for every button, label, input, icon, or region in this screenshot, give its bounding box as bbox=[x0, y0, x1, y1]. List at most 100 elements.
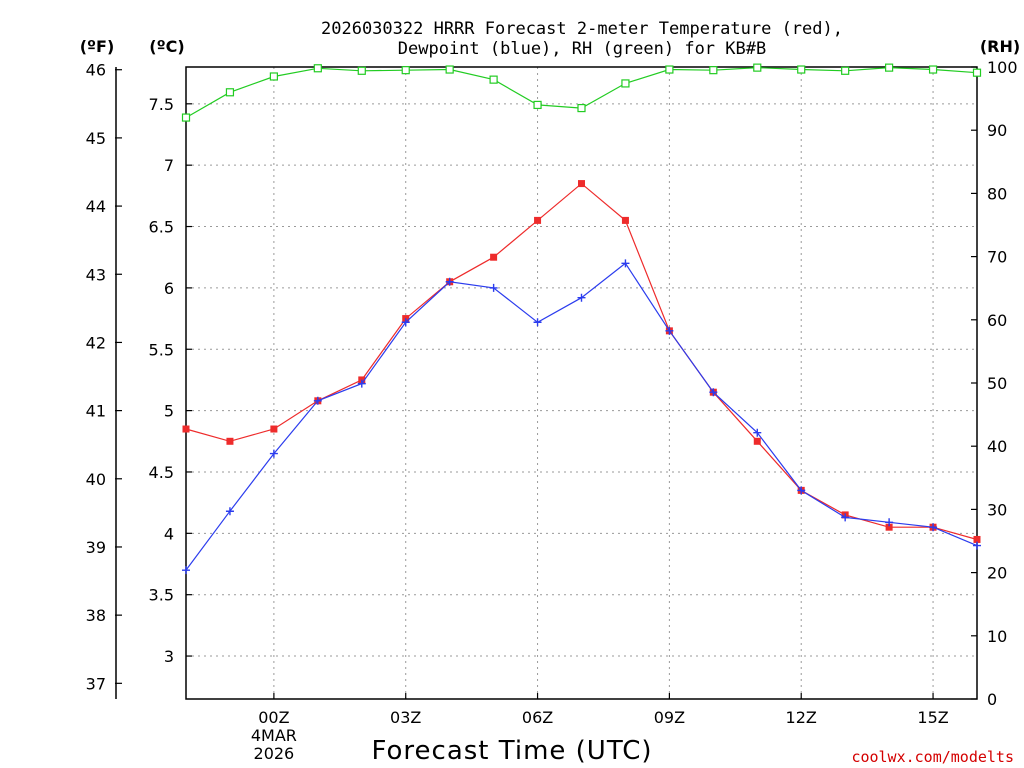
dewpoint-point-9 bbox=[665, 326, 674, 335]
dewpoint-point-6 bbox=[533, 318, 542, 327]
dewpoint-point-14 bbox=[885, 518, 894, 527]
f-tick-label-40: 40 bbox=[86, 470, 106, 489]
source-credit: coolwx.com/modelts bbox=[851, 748, 1014, 766]
f-tick-label-37: 37 bbox=[86, 674, 106, 693]
series-rh bbox=[181, 63, 982, 122]
dewpoint-point-0 bbox=[269, 449, 278, 458]
x-tick-label-09Z: 09Z bbox=[654, 708, 685, 727]
rh-tick-label-20: 20 bbox=[987, 564, 1007, 583]
temperature-point-14 bbox=[885, 523, 893, 531]
grid-lines bbox=[186, 67, 977, 699]
dewpoint-point-2 bbox=[357, 379, 366, 388]
data-series bbox=[181, 63, 982, 575]
dewpoint-point-12 bbox=[797, 486, 806, 495]
temperature-line bbox=[185, 182, 978, 541]
rh-tick-label-10: 10 bbox=[987, 627, 1007, 646]
chart-title-line-2: Dewpoint (blue), RH (green) for KB#B bbox=[398, 39, 766, 59]
rh-tick-label-30: 30 bbox=[987, 500, 1007, 519]
rh-tick-label-100: 100 bbox=[987, 58, 1018, 77]
dewpoint-point-7 bbox=[577, 293, 586, 302]
celsius-axis-label: (ºC) bbox=[149, 37, 184, 56]
rh-tick-label-60: 60 bbox=[987, 311, 1007, 330]
dewpoint-point-8 bbox=[621, 259, 630, 268]
c-tick-label-6.5: 6.5 bbox=[149, 218, 174, 237]
rh-point-1 bbox=[313, 64, 322, 73]
rh-point-2 bbox=[357, 66, 366, 75]
rh-point-6 bbox=[533, 100, 542, 110]
rh-tick-label-90: 90 bbox=[987, 121, 1007, 140]
dewpoint-point--2 bbox=[182, 566, 190, 575]
rh-tick-label-0: 0 bbox=[987, 690, 997, 709]
f-tick-label-38: 38 bbox=[86, 606, 106, 625]
c-tick-label-7: 7 bbox=[164, 156, 174, 175]
x-tick-label-12Z: 12Z bbox=[786, 708, 817, 727]
dewpoint-point-3 bbox=[401, 318, 410, 327]
c-tick-label-3.5: 3.5 bbox=[149, 586, 174, 605]
f-tick-label-41: 41 bbox=[86, 402, 106, 421]
dewpoint-point-13 bbox=[841, 513, 850, 522]
rh-point--2 bbox=[181, 113, 191, 122]
rh-point-7 bbox=[577, 103, 586, 113]
rh-tick-label-40: 40 bbox=[987, 437, 1007, 456]
f-tick-label-44: 44 bbox=[86, 197, 106, 216]
dewpoint-point-11 bbox=[753, 428, 762, 437]
temperature-point--1 bbox=[226, 437, 234, 445]
temperature-point-16 bbox=[973, 535, 981, 543]
f-tick-label-43: 43 bbox=[86, 265, 106, 284]
temperature-point-5 bbox=[490, 253, 498, 261]
rh-point-5 bbox=[489, 75, 498, 84]
rh-point-16 bbox=[972, 68, 982, 77]
dewpoint-point--1 bbox=[225, 507, 234, 516]
dewpoint-point-15 bbox=[929, 523, 938, 532]
x-date-label-line-2: 2026 bbox=[254, 744, 295, 763]
rh-point-14 bbox=[885, 63, 894, 72]
rh-point-4 bbox=[445, 65, 454, 74]
c-tick-label-5: 5 bbox=[164, 402, 174, 421]
x-tick-label-06Z: 06Z bbox=[522, 708, 553, 727]
rh-axis-label: (RH) bbox=[980, 37, 1020, 56]
c-tick-label-7.5: 7.5 bbox=[149, 95, 174, 114]
c-tick-label-4: 4 bbox=[164, 524, 174, 543]
temperature-point-11 bbox=[753, 437, 761, 445]
rh-point-13 bbox=[841, 66, 850, 75]
rh-point-8 bbox=[621, 79, 630, 88]
x-tick-label-03Z: 03Z bbox=[390, 708, 421, 727]
temperature-point-7 bbox=[578, 180, 585, 188]
rh-tick-label-50: 50 bbox=[987, 374, 1007, 393]
f-tick-label-46: 46 bbox=[86, 61, 106, 80]
plot-frame bbox=[185, 66, 978, 700]
temperature-point--2 bbox=[182, 425, 190, 433]
dewpoint-point-1 bbox=[313, 396, 322, 405]
dewpoint-point-4 bbox=[445, 277, 454, 286]
rh-point-15 bbox=[928, 65, 938, 74]
rh-point--1 bbox=[225, 88, 235, 97]
rh-tick-label-80: 80 bbox=[987, 184, 1007, 203]
axes bbox=[115, 66, 978, 700]
fahrenheit-axis-label: (ºF) bbox=[80, 37, 115, 56]
rh-tick-label-70: 70 bbox=[987, 248, 1007, 267]
c-tick-label-4.5: 4.5 bbox=[149, 463, 174, 482]
x-tick-label-15Z: 15Z bbox=[917, 708, 948, 727]
c-tick-label-6: 6 bbox=[164, 279, 174, 298]
dewpoint-point-5 bbox=[489, 283, 498, 292]
x-date-label-line-1: 4MAR bbox=[251, 726, 297, 745]
rh-point-9 bbox=[665, 65, 674, 74]
f-tick-label-39: 39 bbox=[86, 538, 106, 557]
rh-point-10 bbox=[709, 66, 718, 75]
dewpoint-line bbox=[185, 262, 978, 571]
c-tick-label-3: 3 bbox=[164, 647, 174, 666]
rh-point-11 bbox=[753, 63, 762, 72]
c-tick-label-5.5: 5.5 bbox=[149, 340, 174, 359]
f-tick-label-42: 42 bbox=[86, 333, 106, 352]
series-dewpoint bbox=[182, 259, 981, 575]
rh-point-0 bbox=[269, 72, 278, 81]
f-tick-label-45: 45 bbox=[86, 129, 106, 148]
dewpoint-point-16 bbox=[973, 541, 981, 550]
x-axis-title: Forecast Time (UTC) bbox=[371, 736, 652, 766]
x-tick-label-00Z: 00Z bbox=[258, 708, 289, 727]
temperature-point-0 bbox=[270, 425, 278, 433]
temperature-point-6 bbox=[534, 216, 542, 224]
chart-title-line-1: 2026030322 HRRR Forecast 2-meter Tempera… bbox=[321, 19, 843, 39]
series-temperature bbox=[182, 180, 981, 543]
